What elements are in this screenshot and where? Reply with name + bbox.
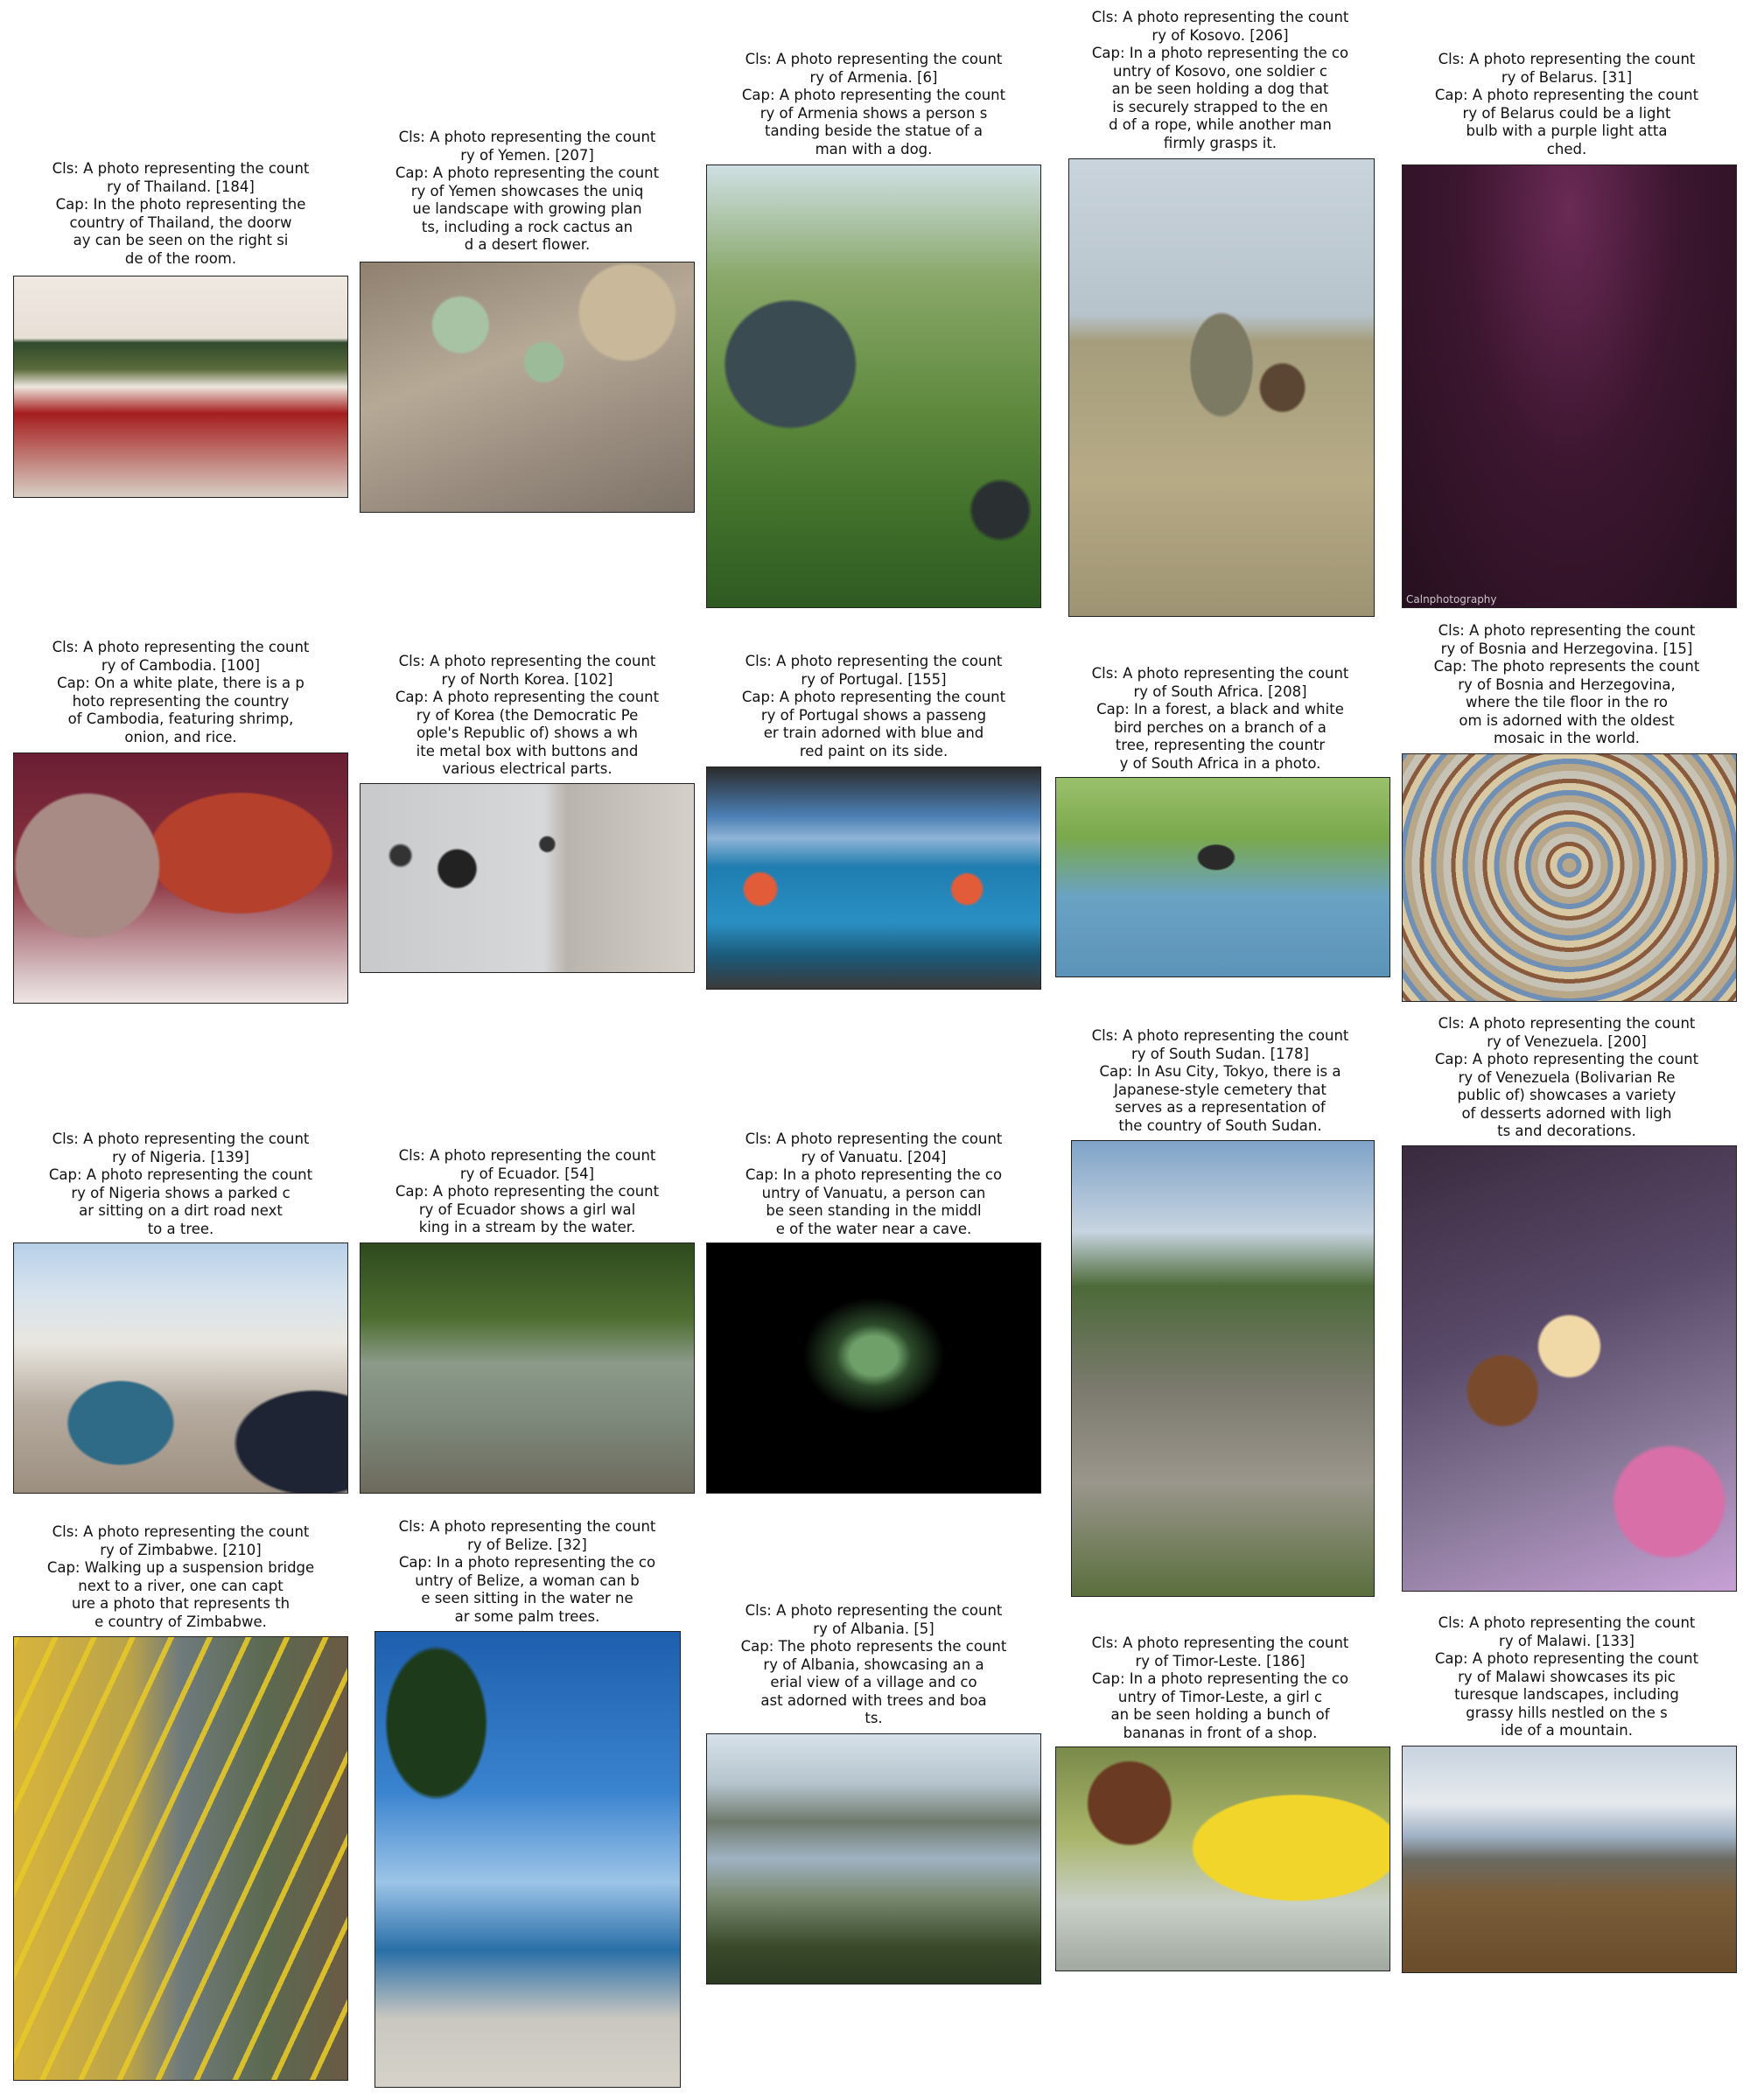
caption-thailand: Cls: A photo representing the count ry o… [52,160,310,267]
caption-ecuador: Cls: A photo representing the count ry o… [395,1147,660,1236]
photo-zimbabwe [13,1636,348,2081]
caption-cambodia: Cls: A photo representing the count ry o… [52,639,310,746]
caption-belize: Cls: A photo representing the count ry o… [398,1518,656,1625]
photo-belarus: Calnphotography [1402,164,1737,608]
caption-kosovo: Cls: A photo representing the count ry o… [1091,9,1349,151]
photo-venezuela [1402,1145,1737,1592]
caption-yemen: Cls: A photo representing the count ry o… [395,129,660,253]
caption-bosnia: Cls: A photo representing the count ry o… [1433,622,1700,746]
caption-portugal: Cls: A photo representing the count ry o… [741,653,1006,760]
caption-vanuatu: Cls: A photo representing the count ry o… [745,1130,1003,1237]
caption-venezuela: Cls: A photo representing the count ry o… [1434,1015,1699,1139]
photo-northkorea [360,783,695,973]
caption-southafrica: Cls: A photo representing the count ry o… [1091,665,1349,772]
photo-belize [374,1631,681,2088]
photo-timorleste [1055,1746,1390,1971]
photo-albania [706,1733,1041,1984]
caption-armenia: Cls: A photo representing the count ry o… [741,51,1006,158]
caption-northkorea: Cls: A photo representing the count ry o… [395,653,660,777]
photo-malawi [1402,1746,1737,1973]
photo-yemen [360,262,695,513]
caption-nigeria: Cls: A photo representing the count ry o… [48,1130,313,1237]
photo-thailand [13,276,348,498]
photo-ecuador [360,1242,695,1494]
caption-albania: Cls: A photo representing the count ry o… [740,1602,1007,1726]
photo-vanuatu [706,1242,1041,1494]
caption-zimbabwe: Cls: A photo representing the count ry o… [46,1523,315,1630]
caption-belarus: Cls: A photo representing the count ry o… [1434,51,1699,158]
caption-timorleste: Cls: A photo representing the count ry o… [1091,1634,1349,1741]
photo-bosnia [1402,753,1737,1002]
photo-southafrica [1055,777,1390,977]
watermark-label: Calnphotography [1406,593,1497,606]
caption-malawi: Cls: A photo representing the count ry o… [1434,1614,1699,1739]
photo-cambodia [13,752,348,1004]
photo-southsudan [1071,1140,1375,1597]
caption-southsudan: Cls: A photo representing the count ry o… [1091,1027,1349,1134]
photo-portugal [706,766,1041,990]
photo-nigeria [13,1242,348,1494]
photo-armenia [706,164,1041,608]
photo-kosovo [1068,158,1375,617]
